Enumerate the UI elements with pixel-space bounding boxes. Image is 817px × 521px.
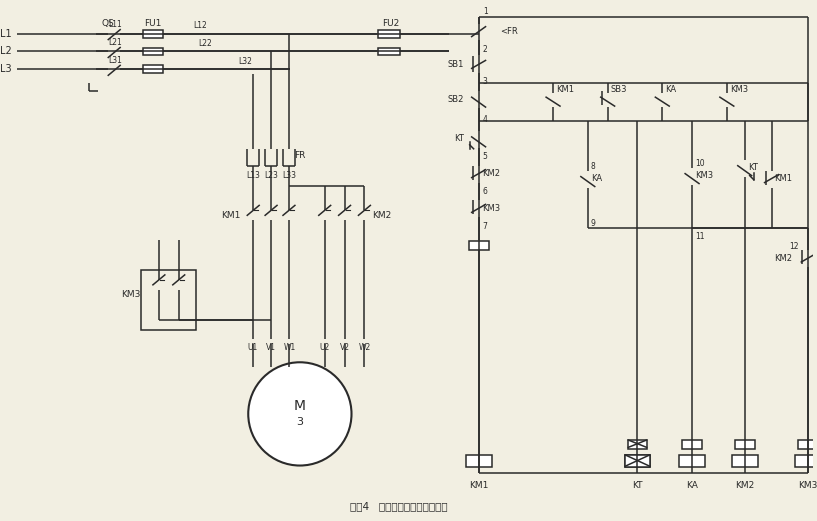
Text: KT: KT [453, 134, 464, 143]
Text: L31: L31 [109, 56, 122, 65]
Text: KA: KA [591, 174, 602, 183]
Text: 4: 4 [483, 115, 488, 123]
Circle shape [248, 362, 351, 466]
Bar [378, 30, 400, 38]
Text: KA: KA [665, 85, 676, 94]
Text: 11: 11 [695, 232, 704, 241]
Text: KM2: KM2 [775, 254, 792, 263]
Text: L11: L11 [109, 20, 122, 29]
Text: KM1: KM1 [469, 481, 489, 490]
Text: KM1: KM1 [775, 174, 792, 183]
Bar [469, 241, 489, 250]
Text: L12: L12 [194, 21, 208, 30]
Text: SB2: SB2 [448, 95, 464, 104]
Bar [624, 455, 650, 466]
Text: L13: L13 [246, 171, 260, 180]
Text: KM3: KM3 [798, 481, 817, 490]
Text: 5: 5 [483, 152, 488, 161]
Text: 1: 1 [484, 7, 489, 16]
Text: 2: 2 [483, 45, 487, 54]
Text: FU2: FU2 [382, 19, 400, 28]
Text: KM1: KM1 [556, 85, 574, 94]
Text: L3: L3 [0, 65, 12, 75]
Text: FR: FR [294, 151, 306, 160]
Text: KM2: KM2 [735, 481, 754, 490]
Text: L21: L21 [109, 38, 122, 47]
Text: QS: QS [102, 19, 114, 28]
Text: M: M [294, 399, 306, 413]
Bar [682, 440, 702, 449]
Bar [734, 440, 755, 449]
Text: L32: L32 [239, 57, 252, 66]
Bar [466, 455, 492, 466]
Text: U2: U2 [319, 343, 330, 352]
Bar [143, 30, 163, 38]
Text: U1: U1 [247, 343, 257, 352]
Text: KM3: KM3 [483, 204, 501, 213]
Text: KM1: KM1 [221, 211, 240, 220]
Text: 10: 10 [695, 159, 705, 168]
Bar [798, 440, 817, 449]
Text: SB3: SB3 [610, 85, 627, 94]
Text: <FR: <FR [501, 27, 518, 36]
Text: 7: 7 [483, 222, 488, 231]
Text: KM2: KM2 [483, 169, 501, 178]
Bar [141, 270, 195, 329]
Text: KA: KA [686, 481, 698, 490]
Text: V2: V2 [340, 343, 350, 352]
Text: 8: 8 [591, 162, 596, 171]
Text: W2: W2 [359, 343, 371, 352]
Text: KM3: KM3 [122, 290, 141, 299]
Bar [732, 455, 757, 466]
Bar [679, 455, 705, 466]
Bar [143, 47, 163, 55]
Text: W1: W1 [283, 343, 296, 352]
Text: L33: L33 [282, 171, 296, 180]
Text: KM2: KM2 [372, 211, 391, 220]
Text: 12: 12 [788, 242, 798, 251]
Text: KM3: KM3 [695, 171, 713, 180]
Text: L1: L1 [0, 29, 12, 39]
Text: 6: 6 [483, 187, 488, 196]
Text: V1: V1 [266, 343, 276, 352]
Text: KT: KT [748, 163, 757, 172]
Bar [624, 455, 650, 466]
Text: 附图4   时间继电器控制双速电机: 附图4 时间继电器控制双速电机 [350, 501, 447, 511]
Text: KT: KT [632, 481, 643, 490]
Text: 3: 3 [483, 77, 488, 86]
Text: FU1: FU1 [145, 19, 162, 28]
Bar [378, 47, 400, 55]
Bar [143, 66, 163, 73]
Text: L22: L22 [199, 39, 212, 48]
Bar [795, 455, 817, 466]
Text: SB1: SB1 [448, 60, 464, 69]
Bar [627, 440, 647, 449]
Text: KM3: KM3 [730, 85, 748, 94]
Text: 3: 3 [297, 417, 303, 427]
Text: L2: L2 [0, 46, 12, 56]
Text: L23: L23 [264, 171, 278, 180]
Text: 9: 9 [591, 219, 596, 228]
